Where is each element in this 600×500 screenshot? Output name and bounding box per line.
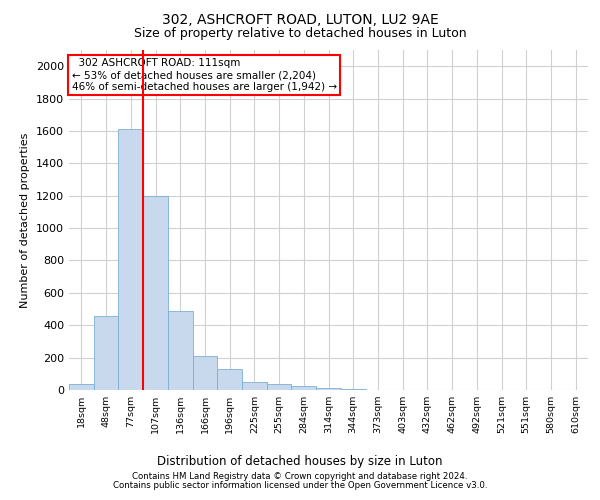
Bar xyxy=(193,356,217,390)
Bar xyxy=(94,316,118,390)
Text: 302, ASHCROFT ROAD, LUTON, LU2 9AE: 302, ASHCROFT ROAD, LUTON, LU2 9AE xyxy=(161,12,439,26)
Bar xyxy=(341,389,365,390)
Bar xyxy=(143,196,168,390)
Text: Contains HM Land Registry data © Crown copyright and database right 2024.: Contains HM Land Registry data © Crown c… xyxy=(132,472,468,481)
Bar xyxy=(267,384,292,390)
Bar xyxy=(242,382,267,390)
Bar xyxy=(217,369,242,390)
Text: Size of property relative to detached houses in Luton: Size of property relative to detached ho… xyxy=(134,28,466,40)
Bar xyxy=(118,130,143,390)
Bar xyxy=(292,386,316,390)
Text: 302 ASHCROFT ROAD: 111sqm  
← 53% of detached houses are smaller (2,204)
46% of : 302 ASHCROFT ROAD: 111sqm ← 53% of detac… xyxy=(71,58,337,92)
Text: Contains public sector information licensed under the Open Government Licence v3: Contains public sector information licen… xyxy=(113,481,487,490)
Bar xyxy=(168,310,193,390)
Bar xyxy=(316,388,341,390)
Bar xyxy=(69,384,94,390)
Text: Distribution of detached houses by size in Luton: Distribution of detached houses by size … xyxy=(157,454,443,468)
Y-axis label: Number of detached properties: Number of detached properties xyxy=(20,132,31,308)
